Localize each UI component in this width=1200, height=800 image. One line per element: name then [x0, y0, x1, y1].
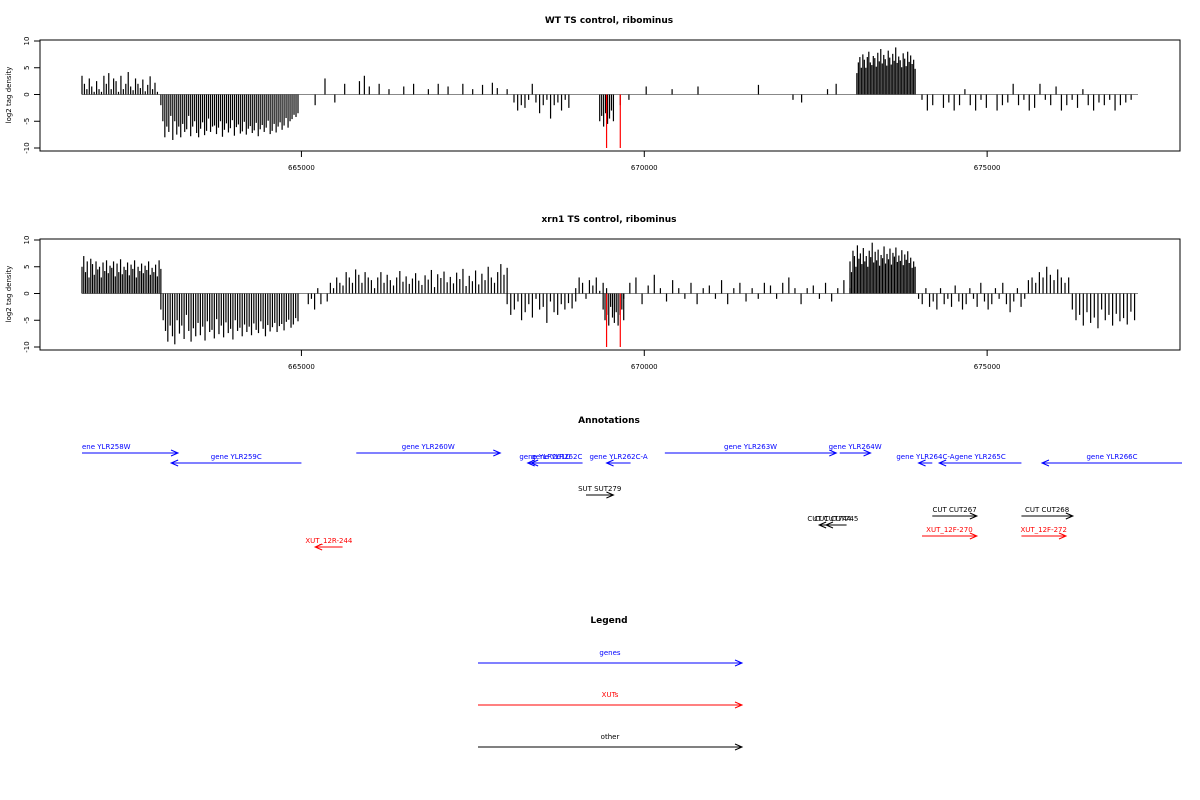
feature-arrow-head	[829, 449, 838, 457]
feature-arrow-head	[169, 459, 179, 467]
wt-y-tick-label: -10	[23, 142, 31, 153]
wt-x-tick-label: 670000	[631, 164, 658, 172]
feature-arrow-head	[493, 449, 502, 457]
feature-arrow-head	[863, 449, 872, 457]
wt-x-axis: 665000 670000 675000	[288, 151, 1001, 172]
xrn1-x-tick-label: 665000	[288, 363, 315, 371]
feature-arrow-head	[313, 543, 323, 551]
wt-x-tick-label: 665000	[288, 164, 315, 172]
feature-label: gene YLR259C	[211, 453, 262, 461]
wt-y-axis: -10 -5 0 5 10	[23, 37, 41, 154]
wt-y-tick-label: 0	[23, 92, 31, 96]
legend-label: XUTs	[602, 691, 619, 699]
xrn1-panel-title: xrn1 TS control, ribominus	[541, 215, 676, 225]
feature-arrow-head	[529, 459, 539, 467]
xrn1-x-tick-label: 670000	[631, 363, 658, 371]
feature-label: CUT CUT267	[932, 506, 976, 514]
xrn1-x-axis: 665000 670000 675000	[288, 350, 1001, 371]
feature-arrow-head	[170, 449, 180, 457]
legend-title: Legend	[590, 616, 627, 626]
feature-arrow-head	[605, 459, 614, 467]
feature-arrow-head	[817, 521, 827, 529]
xrn1-y-axis: -10 -5 0 5 10	[23, 236, 41, 353]
feature-label: gene YLR261C	[519, 453, 570, 461]
annotations-title: Annotations	[578, 416, 640, 426]
feature-label: SUT SUT279	[578, 485, 621, 493]
feature-label: CUT CUT744	[807, 515, 852, 523]
feature-arrow-head	[917, 459, 926, 467]
wt-panel: WT TS control, ribominus log2 tag densit…	[5, 16, 1181, 172]
annotation-features: ene YLR258W gene YLR259C gene YLR260W gene …	[82, 443, 1182, 551]
feature-arrow-head	[969, 532, 979, 540]
wt-y-tick-label: 10	[23, 37, 31, 46]
feature-arrow-head	[526, 459, 535, 467]
feature-label: XUT_12R-244	[305, 537, 353, 545]
legend-arrow-head	[734, 659, 744, 667]
wt-bars	[81, 47, 1138, 148]
feature-arrow-head	[937, 459, 947, 467]
legend-arrow-head	[734, 701, 744, 709]
wt-panel-title: WT TS control, ribominus	[545, 16, 673, 26]
xrn1-y-tick-label: 5	[23, 265, 31, 269]
feature-label: XUT_12F-272	[1020, 526, 1067, 534]
legend-label: other	[601, 733, 620, 741]
legend-items: genes XUTs other	[478, 649, 744, 751]
feature-label: gene YLR262C	[531, 453, 582, 461]
feature-label: CUT CUT745	[814, 515, 858, 523]
feature-label: gene YLR264C-A	[896, 453, 954, 461]
feature-label: gene YLR265C	[955, 453, 1006, 461]
xrn1-panel: xrn1 TS control, ribominus log2 tag dens…	[5, 215, 1181, 371]
feature-arrow-head	[1065, 512, 1075, 520]
feature-arrow-head	[1040, 459, 1050, 467]
feature-arrow-head	[606, 491, 615, 499]
legend-arrow-head	[734, 743, 744, 751]
xrn1-plot-frame	[39, 238, 1181, 351]
wt-x-tick-label: 675000	[974, 164, 1001, 172]
feature-label: XUT_12F-270	[926, 526, 973, 534]
xrn1-y-tick-label: 10	[23, 236, 31, 245]
xrn1-y-tick-label: -10	[23, 341, 31, 352]
legend-panel: Legend genes XUTs other	[478, 616, 744, 751]
feature-arrow-head	[969, 512, 979, 520]
wt-y-tick-label: 5	[23, 66, 31, 70]
xrn1-y-tick-label: -5	[23, 317, 31, 324]
wt-y-tick-label: -5	[23, 118, 31, 125]
feature-label: gene YLR264W	[829, 443, 882, 451]
annotations-panel: Annotations ene YLR258W gene YLR259C gene …	[82, 416, 1182, 551]
xrn1-bars	[81, 242, 1138, 347]
feature-label: gene YLR260W	[402, 443, 455, 451]
feature-label: gene YLR266C	[1086, 453, 1137, 461]
feature-label: CUT CUT268	[1025, 506, 1069, 514]
feature-label: gene YLR262C-A	[589, 453, 647, 461]
feature-label: gene YLR263W	[724, 443, 777, 451]
wt-y-axis-label: log2 tag density	[5, 67, 13, 124]
xrn1-x-tick-label: 675000	[974, 363, 1001, 371]
legend-label: genes	[599, 649, 620, 657]
feature-arrow-head	[1058, 532, 1068, 540]
xrn1-y-tick-label: 0	[23, 291, 31, 295]
feature-label: ene YLR258W	[82, 443, 131, 451]
xrn1-y-axis-label: log2 tag density	[5, 266, 13, 323]
